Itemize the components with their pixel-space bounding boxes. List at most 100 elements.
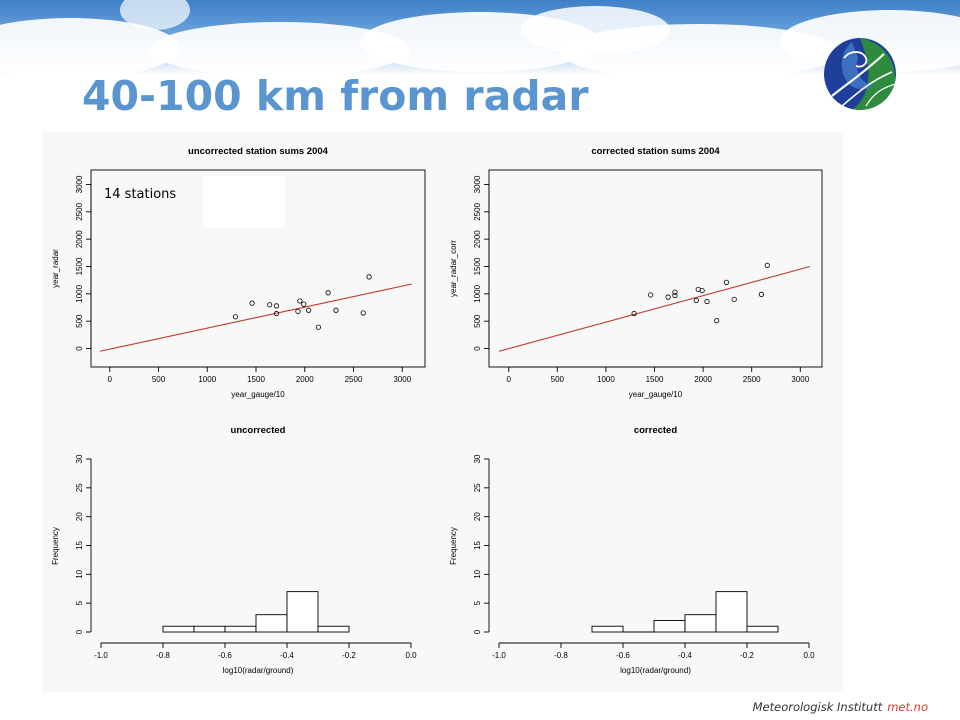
- y-tick-label: 15: [75, 541, 84, 550]
- x-tick-label: 3000: [393, 375, 411, 384]
- histogram-bar: [591, 625, 624, 633]
- y-tick-label: 15: [473, 541, 482, 550]
- chart-title: uncorrected station sums 2004: [188, 146, 329, 157]
- scatter-point: [672, 289, 678, 295]
- x-tick-label: -0.2: [740, 651, 754, 660]
- histogram-bar: [224, 625, 257, 633]
- histogram-bar: [653, 620, 686, 633]
- scatter-point: [249, 300, 255, 306]
- scatter-point: [297, 298, 303, 304]
- x-axis-label: year_gauge/10: [231, 390, 285, 399]
- scatter-point: [693, 297, 699, 304]
- x-tick-label: 2000: [296, 375, 314, 384]
- scatter-point: [648, 292, 654, 298]
- y-tick-label: 30: [473, 454, 482, 463]
- x-tick-label: 1000: [597, 375, 615, 384]
- scatter-point: [714, 318, 720, 324]
- y-tick-label: 2500: [473, 202, 482, 220]
- slide-title: 40-100 km from radar: [82, 72, 589, 120]
- y-tick-label: 1000: [75, 284, 84, 302]
- y-axis-label: year_radar: [51, 249, 60, 288]
- y-tick-label: 5: [75, 600, 84, 605]
- y-tick-label: 25: [473, 483, 482, 492]
- histogram-bar: [193, 625, 226, 633]
- scatter-point: [232, 314, 239, 320]
- y-tick-label: 3000: [75, 175, 84, 193]
- x-axis-label: year_gauge/10: [629, 390, 683, 399]
- plot-frame: [488, 169, 823, 368]
- scatter-point: [758, 291, 765, 297]
- scatter-point: [366, 274, 372, 280]
- scatter-point: [325, 290, 331, 296]
- footer-brand: met.no: [887, 700, 928, 714]
- x-tick-label: 1500: [247, 375, 265, 384]
- scatter-point: [764, 262, 770, 269]
- x-tick-label: 2000: [694, 375, 712, 384]
- scatter-point: [267, 302, 273, 308]
- x-tick-label: 0.0: [405, 651, 417, 660]
- y-tick-label: 1500: [473, 257, 482, 275]
- y-tick-label: 2500: [75, 202, 84, 220]
- x-tick-label: 0: [506, 375, 511, 384]
- scatter-point: [723, 279, 730, 285]
- y-tick-label: 2000: [75, 230, 84, 248]
- sky-banner: [0, 0, 960, 75]
- scatter-point: [295, 308, 301, 314]
- histogram-bar: [286, 591, 319, 633]
- histogram-bar: [684, 614, 717, 633]
- x-tick-label: -0.8: [554, 651, 568, 660]
- x-tick-label: 1500: [646, 375, 664, 384]
- y-tick-label: 20: [75, 512, 84, 521]
- y-tick-label: 20: [473, 512, 482, 521]
- y-tick-label: 0: [75, 629, 84, 634]
- scatter-point: [333, 307, 339, 313]
- scatter-point: [273, 310, 280, 317]
- footer: Meteorologisk Institutt met.no: [753, 700, 928, 714]
- met-logo-icon: [824, 38, 896, 110]
- y-tick-label: 10: [473, 569, 482, 578]
- y-tick-label: 1500: [75, 257, 84, 275]
- y-tick-label: 25: [75, 483, 84, 492]
- histogram-bar: [317, 625, 350, 633]
- scatter-point: [731, 296, 737, 302]
- x-tick-label: 0.0: [803, 651, 815, 660]
- scatter-point: [631, 310, 637, 317]
- scatter-point: [704, 298, 710, 305]
- y-axis-label: Frequency: [51, 527, 60, 565]
- scatter-point: [360, 310, 366, 316]
- y-tick-label: 2000: [473, 230, 482, 248]
- histogram-bar: [746, 625, 779, 633]
- x-tick-label: -1.0: [94, 651, 108, 660]
- x-tick-label: -0.6: [218, 651, 232, 660]
- y-tick-label: 3000: [473, 175, 482, 193]
- y-tick-label: 30: [75, 454, 84, 463]
- histogram-bar: [255, 614, 288, 633]
- x-tick-label: -1.0: [492, 651, 506, 660]
- x-tick-label: -0.2: [342, 651, 356, 660]
- scatter-point: [699, 287, 705, 294]
- scatter-point: [273, 303, 280, 309]
- y-tick-label: 0: [473, 346, 482, 351]
- scatter-point: [672, 292, 678, 299]
- x-axis-label: log10(radar/ground): [223, 666, 294, 675]
- x-tick-label: 1000: [198, 375, 216, 384]
- x-tick-label: 500: [551, 375, 565, 384]
- chart-title: uncorrected: [231, 425, 286, 436]
- y-tick-label: 0: [473, 629, 482, 634]
- histogram-bar: [715, 591, 748, 633]
- y-tick-label: 5: [473, 600, 482, 605]
- figure-panel: uncorrected station sums 2004 0 500 1000 150…: [42, 132, 843, 692]
- y-axis-label: year_radar_corr: [449, 240, 458, 297]
- scatter-point: [306, 307, 312, 313]
- y-tick-label: 0: [75, 346, 84, 351]
- histogram-bar: [162, 625, 195, 633]
- y-tick-label: 500: [75, 314, 84, 328]
- annotation-background: [203, 176, 285, 228]
- y-tick-label: 10: [75, 569, 84, 578]
- x-tick-label: 2500: [743, 375, 761, 384]
- y-tick-label: 500: [473, 314, 482, 328]
- scatter-point: [301, 301, 307, 307]
- x-tick-label: -0.4: [280, 651, 294, 660]
- y-tick-label: 1000: [473, 284, 482, 302]
- x-tick-label: 500: [152, 375, 166, 384]
